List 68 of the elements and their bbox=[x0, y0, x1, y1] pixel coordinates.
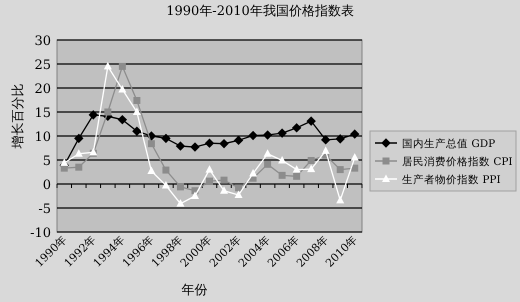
legend-label: 国内生产总值 GDP bbox=[402, 137, 496, 150]
point bbox=[190, 192, 199, 199]
point bbox=[249, 168, 258, 176]
point bbox=[235, 184, 242, 192]
point bbox=[118, 62, 126, 70]
point bbox=[264, 160, 272, 168]
point bbox=[336, 166, 344, 174]
point bbox=[104, 62, 112, 70]
point bbox=[293, 172, 300, 180]
point bbox=[263, 130, 272, 140]
point bbox=[220, 176, 228, 184]
y-tick-label: 30 bbox=[34, 34, 51, 49]
point bbox=[176, 142, 185, 151]
point bbox=[104, 108, 112, 116]
point bbox=[278, 156, 286, 164]
point bbox=[308, 156, 315, 164]
point bbox=[132, 108, 141, 115]
point bbox=[292, 165, 301, 173]
point bbox=[220, 186, 228, 194]
point bbox=[74, 134, 84, 143]
point bbox=[161, 134, 170, 143]
y-tick-label: 20 bbox=[34, 82, 51, 97]
point bbox=[162, 166, 170, 174]
y-tick-label: 10 bbox=[34, 130, 51, 145]
point bbox=[220, 139, 229, 148]
point bbox=[147, 166, 156, 174]
legend-label: 居民消费价格指数 CPI bbox=[402, 155, 513, 168]
point bbox=[307, 164, 316, 172]
point bbox=[322, 146, 330, 154]
point bbox=[350, 153, 359, 161]
x-axis-title: 年份 bbox=[182, 283, 208, 298]
point bbox=[206, 165, 214, 173]
point bbox=[118, 115, 127, 124]
point bbox=[336, 134, 345, 144]
point bbox=[162, 180, 170, 188]
point bbox=[248, 131, 258, 140]
y-tick-label: 25 bbox=[34, 58, 51, 73]
point bbox=[60, 158, 68, 166]
chart-title: 1990年-2010年我国价格指数表 bbox=[166, 4, 354, 19]
point bbox=[205, 138, 214, 148]
point bbox=[336, 196, 344, 204]
y-tick-label: 0 bbox=[42, 178, 51, 193]
point bbox=[133, 96, 140, 104]
point bbox=[190, 142, 200, 152]
point bbox=[350, 130, 360, 139]
point bbox=[292, 123, 302, 132]
point bbox=[206, 178, 213, 185]
point bbox=[264, 149, 272, 157]
y-tick-label: -5 bbox=[38, 202, 51, 217]
point bbox=[306, 116, 316, 126]
point bbox=[132, 126, 142, 136]
point bbox=[234, 190, 243, 198]
y-tick-label: 5 bbox=[42, 154, 51, 169]
y-tick-label: -10 bbox=[30, 226, 51, 241]
point bbox=[88, 110, 98, 120]
y-axis-title: 增长百分比 bbox=[11, 84, 26, 150]
legend-label: 生产者物价指数 PPI bbox=[402, 173, 501, 186]
point bbox=[234, 136, 244, 145]
point bbox=[278, 172, 286, 179]
point bbox=[176, 199, 184, 207]
point bbox=[278, 128, 287, 138]
y-tick-label: 15 bbox=[34, 106, 51, 121]
point bbox=[321, 135, 330, 144]
point bbox=[118, 84, 126, 92]
point bbox=[75, 164, 82, 171]
point bbox=[176, 183, 184, 190]
point bbox=[74, 149, 83, 157]
point bbox=[148, 140, 155, 148]
